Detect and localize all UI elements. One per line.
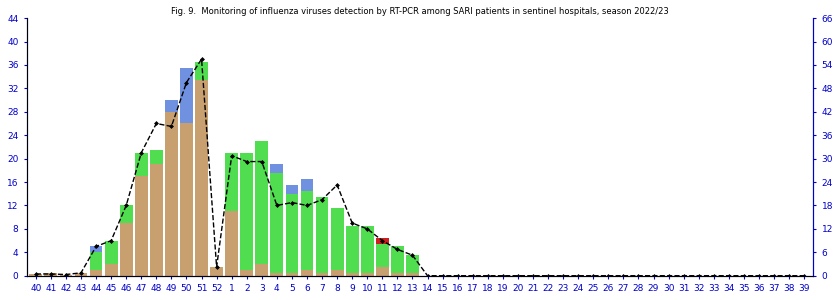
Bar [270, 273, 283, 276]
Bar [29, 274, 42, 276]
Bar [180, 68, 193, 124]
Bar [301, 191, 313, 270]
Bar [286, 194, 298, 273]
Bar [286, 273, 298, 276]
Bar [316, 273, 328, 276]
Bar [270, 173, 283, 273]
Bar [105, 241, 118, 264]
Bar [165, 112, 178, 276]
Bar [255, 141, 268, 264]
Bar [105, 264, 118, 276]
Bar [45, 273, 57, 276]
Title: Fig. 9.  Monitoring of influenza viruses detection by RT-PCR among SARI patients: Fig. 9. Monitoring of influenza viruses … [171, 7, 669, 16]
Bar [376, 238, 389, 244]
Bar [361, 226, 374, 273]
Bar [270, 164, 283, 173]
Bar [225, 153, 238, 211]
Bar [361, 273, 374, 276]
Bar [90, 270, 102, 276]
Bar [255, 264, 268, 276]
Bar [75, 273, 87, 276]
Bar [135, 153, 148, 176]
Bar [240, 270, 253, 276]
Bar [135, 176, 148, 276]
Bar [210, 267, 223, 276]
Bar [301, 270, 313, 276]
Bar [90, 252, 102, 270]
Bar [391, 273, 404, 276]
Bar [195, 80, 208, 276]
Bar [346, 226, 359, 273]
Bar [120, 206, 133, 223]
Bar [376, 267, 389, 276]
Bar [90, 246, 102, 252]
Bar [406, 255, 419, 273]
Bar [406, 273, 419, 276]
Bar [180, 124, 193, 276]
Bar [346, 273, 359, 276]
Bar [120, 223, 133, 276]
Bar [60, 274, 72, 276]
Bar [316, 197, 328, 273]
Bar [376, 244, 389, 267]
Bar [240, 153, 253, 270]
Bar [195, 62, 208, 80]
Bar [331, 270, 344, 276]
Bar [150, 150, 163, 164]
Bar [301, 179, 313, 191]
Bar [331, 208, 344, 270]
Bar [225, 211, 238, 276]
Bar [391, 246, 404, 273]
Bar [150, 164, 163, 276]
Bar [286, 185, 298, 194]
Bar [165, 100, 178, 112]
